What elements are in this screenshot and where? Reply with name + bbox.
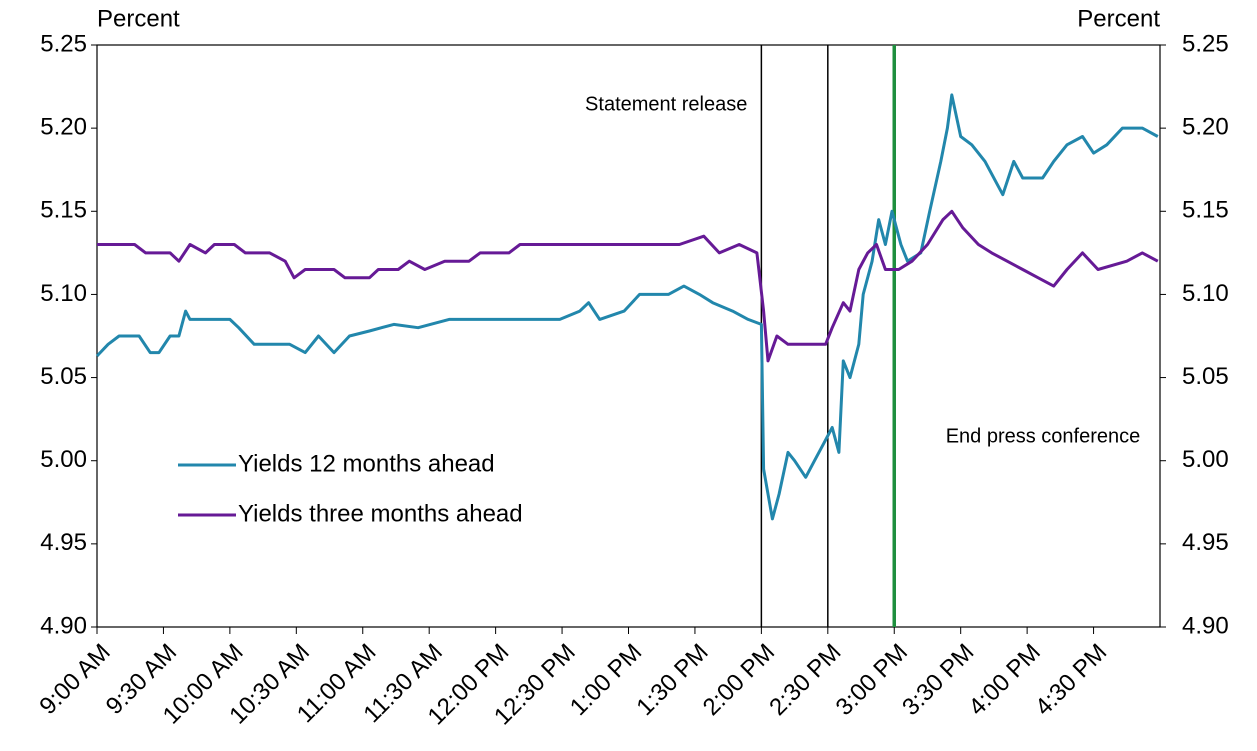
y2-tick-label: 5.00	[1182, 446, 1229, 473]
x-tick-label: 1:30 PM	[631, 639, 713, 721]
legend-label: Yields three months ahead	[238, 500, 523, 527]
x-tick-label: 3:30 PM	[897, 639, 979, 721]
x-tick-label: 9:00 AM	[34, 639, 115, 720]
y-tick-label: 5.00	[40, 446, 87, 473]
y-tick-label: 5.10	[40, 280, 87, 307]
x-tick-label: 3:00 PM	[831, 639, 913, 721]
y-tick-label: 5.25	[40, 30, 87, 57]
y-tick-label: 5.20	[40, 113, 87, 140]
plot-frame	[96, 44, 1161, 628]
legend-label: Yields 12 months ahead	[238, 450, 495, 477]
y2-tick-label: 4.90	[1182, 612, 1229, 639]
y2-tick-label: 5.05	[1182, 363, 1229, 390]
y2-tick-label: 5.25	[1182, 30, 1229, 57]
annotation: Statement release	[585, 93, 747, 115]
y-tick-label: 5.05	[40, 363, 87, 390]
series-line	[97, 209, 1159, 363]
y-tick-label: 4.95	[40, 529, 87, 556]
y2-axis-label: Percent	[1077, 5, 1160, 32]
y-tick-label: 5.15	[40, 197, 87, 224]
x-tick-label: 4:30 PM	[1030, 639, 1112, 721]
series-line	[95, 93, 1159, 521]
x-tick-label: 2:00 PM	[698, 639, 780, 721]
y2-tick-label: 5.20	[1182, 113, 1229, 140]
x-tick-label: 1:00 PM	[565, 639, 647, 721]
y-tick-label: 4.90	[40, 612, 87, 639]
y2-tick-label: 5.15	[1182, 197, 1229, 224]
y2-tick-label: 5.10	[1182, 280, 1229, 307]
y2-tick-label: 4.95	[1182, 529, 1229, 556]
x-tick-label: 4:00 PM	[964, 639, 1046, 721]
x-tick-label: 2:30 PM	[764, 639, 846, 721]
y-axis-label: Percent	[97, 5, 180, 32]
annotation: End press conference	[946, 425, 1141, 447]
